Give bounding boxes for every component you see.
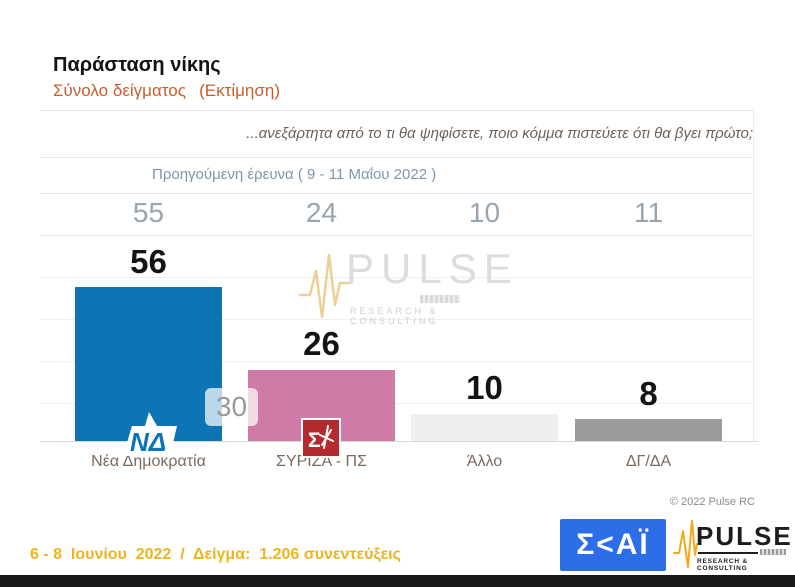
nd-party-logo-icon: ΝΔ: [115, 410, 181, 458]
divider: [40, 235, 753, 236]
page-title: Παράσταση νίκης: [53, 54, 221, 76]
divider: [40, 193, 753, 194]
pulse-heartbeat-icon: [673, 520, 698, 568]
pulse-heartbeat-icon: [298, 253, 352, 319]
svg-text:Σ: Σ: [308, 429, 321, 452]
skai-logo: Σ<ΑΪ: [560, 519, 666, 571]
value-label-syriza: 26: [303, 325, 340, 362]
previous-value-other: 10: [468, 197, 501, 228]
divider: [40, 157, 753, 158]
watermark-wordmark: PULSE: [346, 245, 519, 292]
svg-text:ΝΔ: ΝΔ: [130, 427, 166, 457]
copyright-note: © 2022 Pulse RC: [669, 496, 755, 508]
gridline: [40, 319, 753, 320]
bar-dk-na: [575, 419, 722, 441]
category-label-syriza: ΣΥΡΙΖΑ - ΠΣ: [276, 453, 367, 470]
gridline: [40, 277, 753, 278]
pulse-logo-stamp: [760, 549, 786, 555]
value-label-dk: 8: [639, 375, 658, 412]
watermark-tagline: RESEARCH & CONSULTING: [350, 306, 439, 326]
gridline: [40, 403, 753, 404]
syriza-party-logo-icon: Σ: [301, 418, 341, 458]
watermark-stamp: [420, 295, 460, 303]
value-label-nd: 56: [130, 243, 167, 280]
gridline: [40, 361, 753, 362]
category-label-dk: ΔΓ/ΔΑ: [625, 453, 672, 470]
pulse-logo-rule: [698, 552, 758, 554]
pulse-logo-tagline: RESEARCH & CONSULTING: [697, 558, 748, 572]
annotation-30-badge: 30: [205, 388, 258, 426]
category-label-nd: Νέα Δημοκρατία: [91, 453, 206, 470]
divider: [40, 110, 753, 111]
skai-logo-text: Σ<ΑΪ: [576, 528, 650, 561]
x-axis-line: [40, 441, 758, 442]
category-label-other: Άλλο: [466, 453, 503, 470]
page-subtitle: Σύνολο δείγματος (Εκτίμηση): [53, 81, 280, 100]
previous-value-syriza: 24: [305, 197, 338, 228]
bottom-black-bar: [0, 575, 795, 587]
previous-value-nd: 55: [132, 197, 165, 228]
bar-other: [411, 413, 558, 441]
pulse-logo-text: PULSE: [696, 521, 793, 551]
value-label-other: 10: [466, 369, 503, 406]
fieldwork-info: 6 - 8 Ιουνίου 2022 / Δείγμα: 1.206 συνεν…: [30, 546, 401, 563]
pulse-logo: PULSE RESEARCH & CONSULTING: [672, 511, 791, 573]
previous-value-dk: 11: [633, 197, 664, 228]
previous-survey-label: Προηγούμενη έρευνα ( 9 - 11 Μαΐου 2022 ): [152, 166, 437, 183]
survey-question: ...ανεξάρτητα από το τι θα ψηφίσετε, ποι…: [246, 125, 753, 142]
pulse-watermark: PULSE RESEARCH & CONSULTING: [298, 243, 512, 326]
table-right-border: [753, 110, 754, 441]
